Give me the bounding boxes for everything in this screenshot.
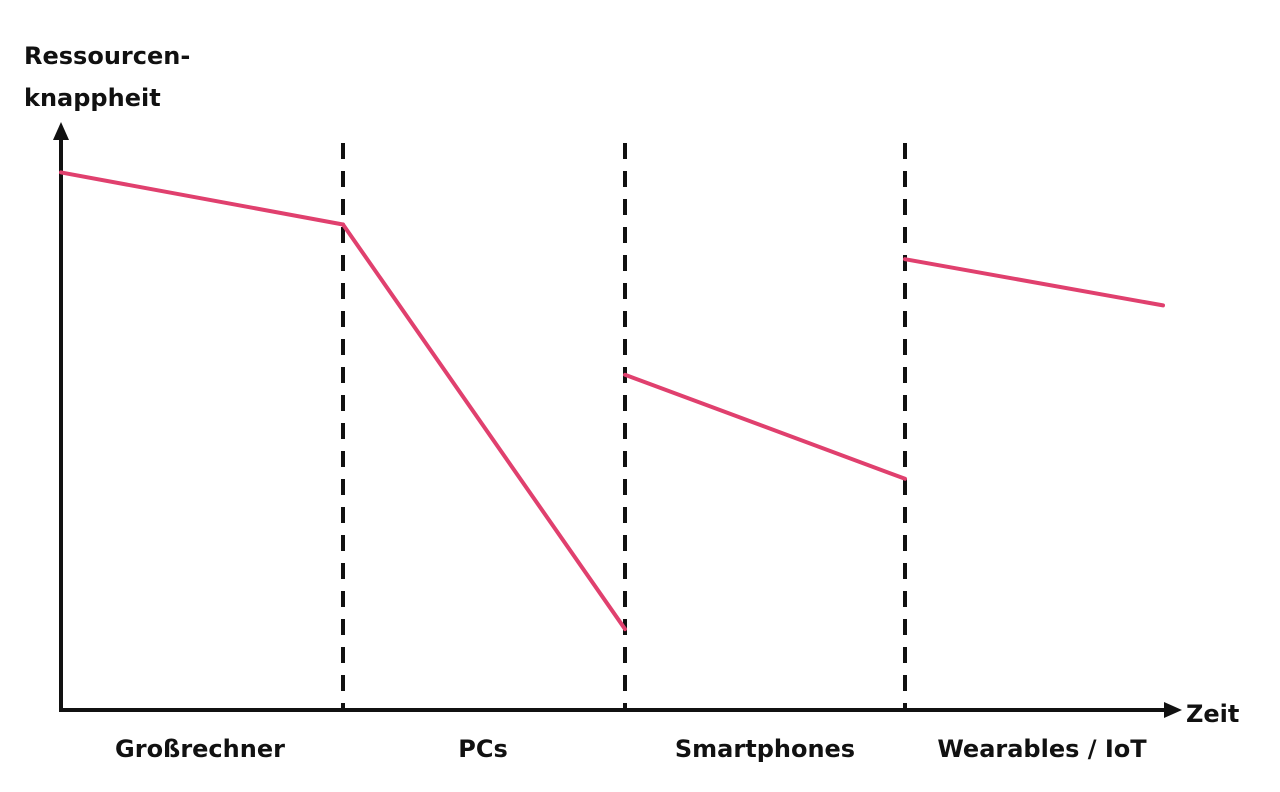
era-label-smartphones: Smartphones: [675, 735, 855, 763]
x-axis-label: Zeit: [1186, 700, 1239, 728]
y-axis-arrowhead: [53, 122, 69, 140]
trend-segment-3: [623, 372, 907, 481]
trend-lines: [59, 170, 1165, 632]
x-axis-arrowhead: [1164, 702, 1182, 718]
y-axis-label-line-1: Ressourcen-: [24, 42, 190, 70]
trend-segment-2: [341, 222, 627, 632]
trend-segment-1: [59, 170, 345, 227]
trend-segment-4: [903, 257, 1165, 308]
era-label-pcs: PCs: [458, 735, 508, 763]
era-label-wearables-iot: Wearables / IoT: [937, 735, 1147, 763]
era-label-grossrechner: Großrechner: [115, 735, 285, 763]
y-axis-label-line-2: knappheit: [24, 84, 161, 112]
